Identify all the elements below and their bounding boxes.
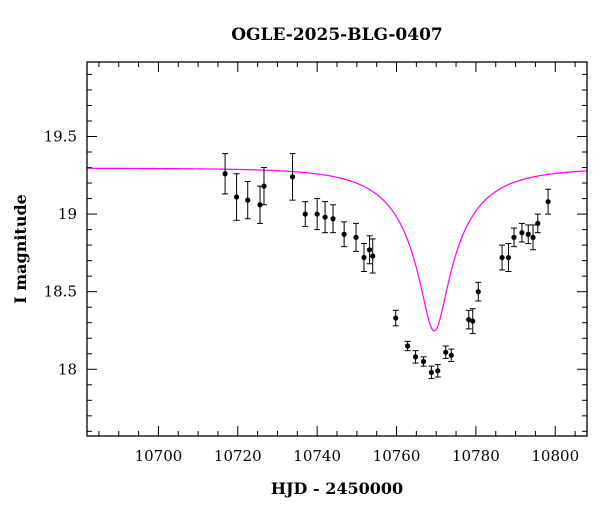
data-point-marker xyxy=(393,315,399,321)
x-tick-label: 10740 xyxy=(293,447,341,465)
x-tick-label: 10760 xyxy=(373,447,421,465)
data-point xyxy=(322,201,329,234)
data-point-marker xyxy=(466,317,472,323)
y-tick-label: 19.5 xyxy=(44,127,77,145)
data-point-marker xyxy=(257,202,263,208)
data-point xyxy=(314,198,321,231)
x-axis-label: HJD - 2450000 xyxy=(271,479,403,498)
data-point xyxy=(360,243,367,273)
data-point-marker xyxy=(435,368,441,374)
data-point-marker xyxy=(499,254,505,261)
data-point-marker xyxy=(405,343,411,349)
data-point-marker xyxy=(314,211,320,217)
y-axis-label: I magnitude xyxy=(11,194,30,304)
data-point xyxy=(302,201,309,227)
data-point xyxy=(518,222,525,243)
data-point-marker xyxy=(370,253,376,259)
x-tick-label: 10780 xyxy=(452,447,500,465)
data-point-marker xyxy=(361,254,367,261)
data-point xyxy=(465,309,472,330)
data-point xyxy=(505,243,512,273)
data-point xyxy=(412,350,419,364)
plot-frame xyxy=(86,61,588,437)
data-point-marker xyxy=(261,183,267,189)
data-point xyxy=(442,345,449,359)
y-tick-label: 19 xyxy=(58,205,77,223)
data-point xyxy=(222,153,229,195)
data-point-marker xyxy=(475,289,481,295)
y-tick-label: 18.5 xyxy=(44,283,77,301)
data-point-marker xyxy=(353,234,359,240)
data-point-marker xyxy=(545,199,551,205)
axis-ticks: 10700 10720 10740 10760 10780 10800 18 18.5 19 19… xyxy=(44,62,587,465)
data-point xyxy=(448,348,455,363)
y-tick-label: 18 xyxy=(58,360,77,378)
data-point xyxy=(530,224,537,251)
data-point-marker xyxy=(428,369,435,375)
data-point xyxy=(475,281,482,302)
x-tick-label: 10800 xyxy=(531,447,579,465)
data-point-marker xyxy=(530,234,536,240)
data-point xyxy=(369,238,376,274)
data-point xyxy=(233,173,240,221)
data-point-marker xyxy=(505,254,512,261)
x-tick-label: 10700 xyxy=(135,447,183,465)
chart-title: OGLE-2025-BLG-0407 xyxy=(231,25,443,45)
data-point-marker xyxy=(289,174,296,180)
data-point xyxy=(392,309,399,327)
data-point xyxy=(420,356,427,367)
data-point-marker xyxy=(234,194,240,200)
data-point xyxy=(428,365,435,380)
data-point xyxy=(545,188,552,215)
data-point xyxy=(330,204,337,234)
data-point xyxy=(341,221,348,248)
data-point-marker xyxy=(443,349,449,355)
data-point-marker xyxy=(470,318,476,324)
data-point xyxy=(534,213,541,234)
data-point-marker xyxy=(519,230,525,236)
data-point xyxy=(525,224,532,245)
data-point-marker xyxy=(222,171,228,177)
data-point xyxy=(510,227,517,248)
data-point xyxy=(434,364,441,378)
data-point-marker xyxy=(302,211,308,217)
data-point-marker xyxy=(341,231,347,237)
data-point-marker xyxy=(412,354,419,360)
model-curve xyxy=(87,167,587,332)
data-point-marker xyxy=(535,220,541,226)
data-point xyxy=(499,244,506,271)
data-point xyxy=(469,308,476,335)
data-point-marker xyxy=(525,231,531,237)
data-point-marker xyxy=(448,352,454,358)
data-point xyxy=(353,222,360,252)
data-point-marker xyxy=(322,214,328,220)
data-point xyxy=(260,167,267,206)
data-point xyxy=(244,180,251,220)
x-tick-label: 10720 xyxy=(214,447,262,465)
data-point-marker xyxy=(511,234,517,240)
data-points xyxy=(222,153,552,380)
data-point-marker xyxy=(366,247,373,253)
data-point xyxy=(366,235,373,265)
data-point xyxy=(257,185,264,224)
data-point xyxy=(404,340,411,352)
data-point-marker xyxy=(330,216,336,222)
data-point xyxy=(289,153,296,201)
data-point-marker xyxy=(245,197,251,203)
data-point-marker xyxy=(420,358,427,365)
